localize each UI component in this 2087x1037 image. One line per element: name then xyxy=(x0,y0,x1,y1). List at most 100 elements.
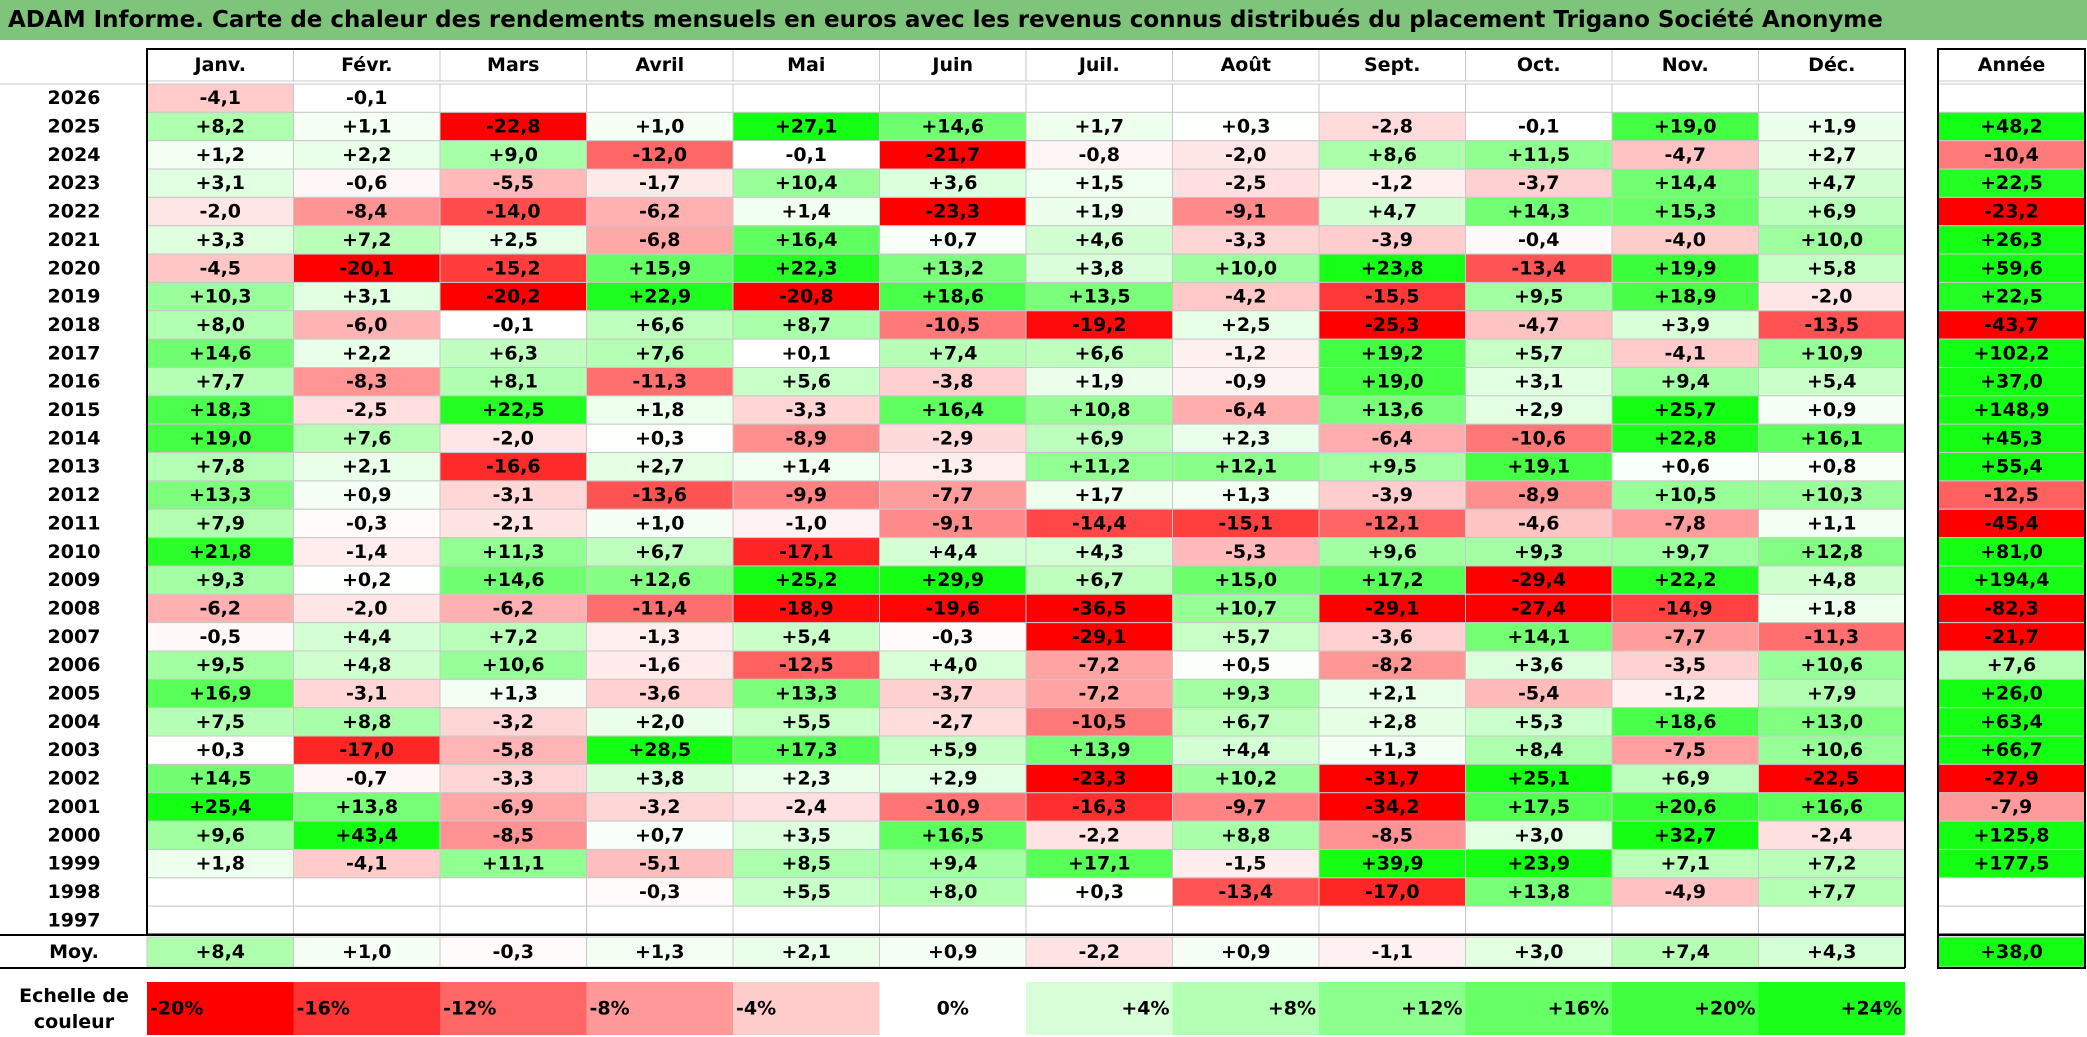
heatmap-cell xyxy=(586,650,734,680)
cell-value: -17,0 xyxy=(339,739,394,761)
month-header: Août xyxy=(1221,54,1271,76)
month-header-cell xyxy=(879,48,1027,82)
heatmap-cell xyxy=(1025,678,1173,709)
heatmap-cell xyxy=(439,367,587,397)
heatmap-cell xyxy=(1758,395,1906,425)
cell-value: +5,3 xyxy=(1514,711,1564,733)
scale-swatch xyxy=(586,982,733,1035)
cell-value: +22,5 xyxy=(482,399,545,421)
cell-value: +1,1 xyxy=(1807,512,1857,534)
cell-value: +25,7 xyxy=(1654,399,1717,421)
cell-value: -0,9 xyxy=(1225,371,1267,393)
cell-value: -6,2 xyxy=(639,201,681,223)
heatmap-cell xyxy=(732,452,880,482)
heatmap-cell xyxy=(1758,310,1906,340)
cell-value: +13,9 xyxy=(1068,739,1131,761)
heatmap-cell xyxy=(1318,452,1466,482)
month-header: Oct. xyxy=(1517,54,1561,76)
heatmap-cell xyxy=(1172,820,1320,850)
cell-value: +2,9 xyxy=(928,768,978,790)
scale-swatch xyxy=(1758,982,1905,1035)
year-label: 2005 xyxy=(48,683,101,705)
cell-value: +2,1 xyxy=(342,456,392,478)
cell-value: +12,1 xyxy=(1214,456,1277,478)
heatmap-cell xyxy=(1611,423,1759,454)
cell-value: +6,7 xyxy=(1074,569,1124,591)
heatmap-cell xyxy=(439,196,587,227)
cell-value: +11,2 xyxy=(1068,456,1131,478)
cell-value: -3,7 xyxy=(932,683,974,705)
cell-value: +3,8 xyxy=(635,768,685,790)
annual-value: +22,5 xyxy=(1980,172,2043,194)
scale-step-label: +4% xyxy=(1121,998,1169,1020)
heatmap-cell xyxy=(1758,622,1906,652)
cell-value: +17,3 xyxy=(775,739,838,761)
heatmap-cell xyxy=(586,820,734,850)
cell-value: +2,7 xyxy=(1807,144,1857,166)
scale-swatch xyxy=(1465,982,1612,1035)
cell-value: +9,4 xyxy=(1660,371,1710,393)
cell-value: -2,0 xyxy=(346,597,388,619)
heatmap-cell xyxy=(732,508,880,539)
cell-value: -4,7 xyxy=(1518,314,1560,336)
cell-value: +2,5 xyxy=(488,229,538,251)
heatmap-cell xyxy=(732,565,880,595)
heatmap-cell xyxy=(1758,196,1906,227)
cell-value: +3,9 xyxy=(1660,314,1710,336)
scale-swatch xyxy=(147,982,294,1035)
heatmap-cell xyxy=(879,905,1027,936)
heatmap-cell xyxy=(1025,423,1173,454)
annual-value: -43,7 xyxy=(1984,314,2039,336)
heatmap-cell xyxy=(1465,537,1613,567)
heatmap-cell xyxy=(1758,848,1906,879)
annual-cell xyxy=(1937,310,2086,340)
annual-value: +26,3 xyxy=(1980,229,2043,251)
heatmap-cell xyxy=(1172,395,1320,425)
scale-swatch xyxy=(293,982,440,1035)
cell-value: +39,9 xyxy=(1361,853,1424,875)
month-header: Avril xyxy=(635,54,684,76)
cell-value: +8,8 xyxy=(1221,824,1271,846)
cell-value: +6,6 xyxy=(635,314,685,336)
cell-value: -10,9 xyxy=(925,796,980,818)
cell-value: +13,0 xyxy=(1800,711,1863,733)
annual-value: +66,7 xyxy=(1980,739,2043,761)
year-label: 2001 xyxy=(48,796,101,818)
heatmap-cell xyxy=(586,338,734,368)
cell-value: -7,7 xyxy=(1664,626,1706,648)
cell-value: +19,1 xyxy=(1507,456,1570,478)
heatmap-cell xyxy=(586,225,734,255)
cell-value: -14,0 xyxy=(486,201,541,223)
heatmap-cell xyxy=(586,395,734,425)
average-value: +3,0 xyxy=(1514,941,1564,963)
cell-value: +13,3 xyxy=(189,484,252,506)
heatmap-cell xyxy=(1758,140,1906,170)
cell-value: +14,4 xyxy=(1654,172,1717,194)
cell-value: +1,1 xyxy=(342,116,392,138)
cell-value: +2,5 xyxy=(1221,314,1271,336)
heatmap-cell xyxy=(439,905,587,936)
cell-value: +1,9 xyxy=(1807,116,1857,138)
average-annual-border xyxy=(1937,934,2086,969)
annual-cell xyxy=(1937,622,2086,652)
cell-value: +1,3 xyxy=(1221,484,1271,506)
annual-cell xyxy=(1937,423,2086,454)
cell-value: +1,3 xyxy=(1367,739,1417,761)
cell-value: +0,7 xyxy=(928,229,978,251)
heatmap-cell xyxy=(1172,593,1320,624)
cell-value: -6,8 xyxy=(639,229,681,251)
cell-value: +5,4 xyxy=(1807,371,1857,393)
cell-value: +7,2 xyxy=(488,626,538,648)
cell-value: -4,5 xyxy=(199,257,241,279)
cell-value: +6,9 xyxy=(1807,201,1857,223)
cell-value: +0,9 xyxy=(342,484,392,506)
cell-value: -2,1 xyxy=(492,512,534,534)
month-header: Mars xyxy=(487,54,539,76)
year-label: 2002 xyxy=(48,768,101,790)
cell-value: +0,9 xyxy=(1807,399,1857,421)
scale-step-label: +12% xyxy=(1401,998,1462,1020)
heatmap-cell xyxy=(1318,480,1466,510)
cell-value: +2,2 xyxy=(342,144,392,166)
heatmap-cell xyxy=(439,83,587,113)
cell-value: -0,3 xyxy=(639,881,681,903)
